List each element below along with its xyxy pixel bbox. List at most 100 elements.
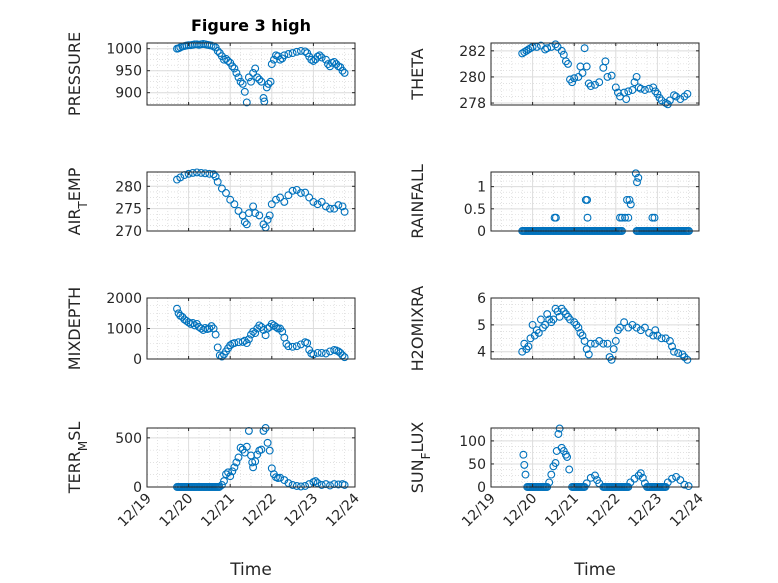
- data-point: [638, 473, 647, 482]
- data-point: [244, 335, 253, 344]
- data-point: [601, 57, 610, 66]
- data-point: [636, 469, 645, 478]
- data-point: [222, 470, 230, 479]
- data-point: [595, 337, 604, 345]
- data-point: [680, 480, 689, 489]
- data-point: [213, 46, 222, 55]
- data-point: [242, 220, 251, 229]
- data-point: [578, 69, 587, 77]
- data-point: [561, 57, 570, 66]
- subplot-theta: 278 280 282 THETA: [408, 40, 700, 112]
- data-point: [173, 304, 181, 313]
- data-point: [276, 473, 285, 482]
- data-point: [613, 326, 622, 335]
- data-point: [230, 463, 239, 472]
- data-point: [301, 47, 310, 56]
- data-point: [574, 72, 583, 81]
- data-point: [557, 46, 566, 55]
- data-point: [584, 350, 593, 359]
- data-point: [301, 188, 310, 197]
- data-point: [313, 348, 322, 357]
- data-point: [313, 52, 322, 61]
- x-tick-label: 12/19: [459, 491, 499, 531]
- data-point: [520, 339, 529, 348]
- y-tick-label: 1: [477, 180, 486, 196]
- data-point: [265, 446, 274, 455]
- data-point: [630, 78, 639, 87]
- data-point: [222, 54, 230, 63]
- x-tick-label: 12/21: [198, 491, 238, 531]
- data-point: [326, 481, 334, 490]
- data-point: [334, 201, 343, 210]
- data-point: [657, 96, 666, 105]
- y-label-main: THETA: [408, 48, 427, 100]
- data-point: [228, 467, 237, 476]
- data-point: [670, 347, 678, 356]
- y-tick-label: 100: [459, 434, 486, 450]
- y-tick-label: 0: [133, 480, 142, 496]
- data-point: [317, 197, 326, 206]
- data-point: [340, 353, 349, 362]
- y-tick-label: 278: [459, 96, 486, 112]
- data-point: [276, 193, 285, 202]
- data-point: [188, 319, 197, 327]
- data-point: [288, 186, 297, 195]
- data-point: [247, 77, 255, 86]
- data-point: [305, 193, 314, 202]
- data-point: [603, 72, 612, 81]
- data-point: [636, 326, 645, 335]
- data-point: [661, 334, 670, 343]
- data-point: [284, 50, 293, 58]
- data-point: [264, 79, 273, 88]
- data-point: [255, 211, 264, 220]
- data-point: [267, 200, 276, 209]
- data-point: [251, 329, 260, 338]
- data-point: [334, 347, 343, 356]
- subplot-terr_msl: 12/19 12/20 12/21 12/22 12/23 12/24 0 500 TERRMS…: [65, 422, 363, 580]
- y-tick-label: 275: [115, 202, 142, 218]
- data-point: [253, 73, 262, 82]
- data-point: [234, 206, 243, 215]
- data-point: [176, 173, 185, 182]
- x-tick-label: 12/22: [584, 491, 624, 531]
- data-point: [184, 318, 193, 327]
- data-point: [336, 348, 345, 357]
- data-point: [603, 339, 612, 348]
- data-point: [188, 168, 197, 177]
- data-point: [528, 320, 537, 329]
- data-point: [249, 68, 258, 77]
- y-tick-label: 4: [477, 345, 486, 361]
- data-point: [620, 318, 629, 327]
- data-point: [228, 62, 237, 71]
- y-label-subscript: M: [76, 441, 90, 451]
- data-point: [307, 55, 316, 64]
- data-point: [633, 178, 641, 187]
- data-point: [265, 211, 274, 220]
- data-point: [651, 326, 660, 335]
- data-point: [244, 73, 253, 82]
- data-point: [586, 339, 595, 348]
- data-point: [648, 213, 657, 222]
- data-point: [611, 83, 620, 92]
- y-tick-label: 1000: [106, 322, 142, 338]
- data-point: [616, 323, 624, 332]
- data-point: [334, 480, 343, 489]
- data-point: [543, 44, 552, 53]
- data-point: [565, 465, 574, 474]
- data-point: [624, 213, 633, 222]
- data-point: [530, 331, 539, 340]
- data-point: [676, 95, 685, 104]
- data-point: [570, 74, 579, 83]
- data-point: [591, 80, 599, 89]
- data-point: [663, 100, 672, 109]
- data-point: [524, 342, 533, 351]
- y-label-rest: LUX: [408, 422, 427, 453]
- axes-box: [146, 171, 356, 232]
- data-point: [209, 170, 218, 179]
- subplot-pressure: 900 950 1000 PRESSURE: [65, 32, 356, 116]
- data-point: [591, 471, 599, 480]
- data-point: [340, 68, 349, 77]
- data-point: [230, 64, 239, 73]
- data-point: [574, 323, 583, 332]
